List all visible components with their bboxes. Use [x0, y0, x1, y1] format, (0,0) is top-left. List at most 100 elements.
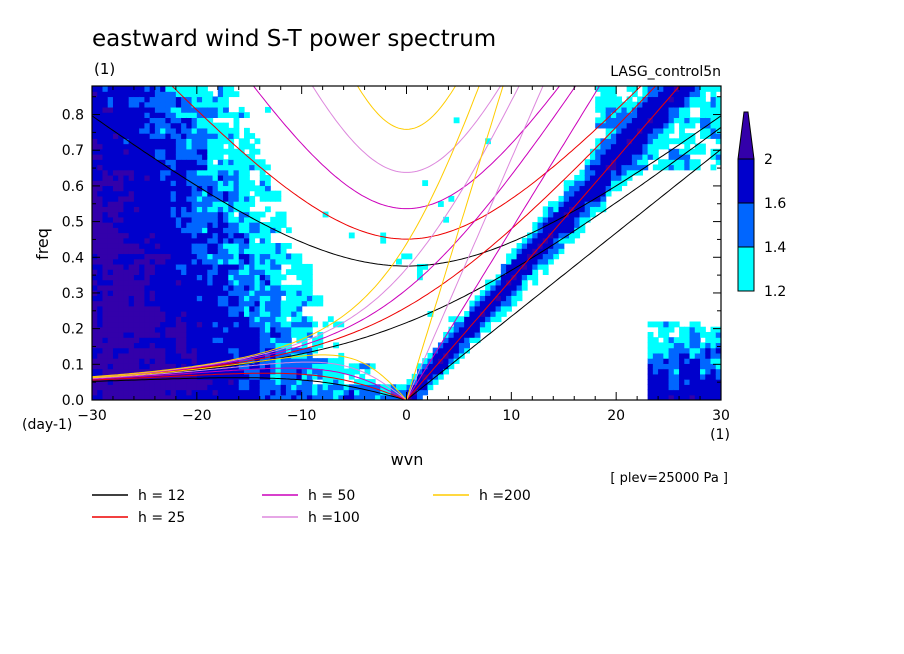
heatmap-cell: [233, 112, 240, 118]
heatmap-cell: [558, 211, 565, 218]
heatmap-cell: [217, 227, 224, 234]
heatmap-cell: [102, 237, 109, 244]
heatmap-cell: [175, 106, 182, 113]
heatmap-cell: [285, 331, 292, 338]
heatmap-cell: [202, 190, 208, 197]
heatmap-cell: [123, 274, 130, 281]
heatmap-cell: [264, 232, 271, 239]
heatmap-cell: [102, 248, 109, 255]
heatmap-cell: [427, 368, 434, 375]
heatmap-cell: [694, 379, 701, 385]
heatmap-cell: [175, 185, 182, 192]
heatmap-cell: [149, 258, 156, 265]
heatmap-cell: [186, 326, 193, 333]
heatmap-cell: [196, 243, 203, 249]
heatmap-cell: [154, 253, 161, 260]
heatmap-cell: [149, 91, 156, 98]
heatmap-cell: [306, 384, 313, 391]
heatmap-cell: [186, 269, 193, 275]
heatmap-cell: [118, 379, 125, 385]
heatmap-cell: [301, 290, 308, 296]
heatmap-cell: [128, 258, 135, 265]
heatmap-cell: [149, 180, 156, 187]
heatmap-cell: [637, 138, 643, 145]
heatmap-cell: [427, 379, 434, 385]
heatmap-cell: [663, 389, 670, 396]
heatmap-cell: [689, 363, 696, 370]
heatmap-cell: [668, 342, 675, 349]
heatmap-cell: [191, 106, 198, 113]
heatmap-cell: [123, 279, 130, 286]
heatmap-cell: [233, 253, 240, 260]
heatmap-cell: [679, 363, 685, 370]
heatmap-cell: [579, 185, 586, 192]
heatmap-cell: [149, 284, 156, 291]
heatmap-cell: [118, 96, 125, 103]
heatmap-cell: [259, 190, 266, 197]
heatmap-cell: [207, 154, 214, 160]
heatmap-cell: [118, 342, 125, 349]
heatmap-cell: [191, 284, 198, 291]
heatmap-cell: [97, 133, 104, 139]
heatmap-cell: [254, 384, 261, 391]
heatmap-cell: [102, 148, 109, 155]
heatmap-cell: [485, 295, 491, 302]
heatmap-cell: [684, 143, 691, 150]
heatmap-cell: [217, 112, 224, 118]
heatmap-cell: [296, 295, 303, 302]
heatmap-cell: [238, 237, 245, 244]
heatmap-cell: [700, 368, 706, 375]
heatmap-cell: [128, 127, 135, 134]
heatmap-cell: [553, 227, 560, 234]
heatmap-cell: [689, 337, 696, 344]
heatmap-cell: [432, 358, 439, 364]
heatmap-cell: [191, 195, 198, 202]
heatmap-cell: [170, 305, 177, 312]
heatmap-cell: [270, 326, 277, 333]
heatmap-cell: [217, 300, 224, 307]
heatmap-cell: [160, 96, 166, 103]
heatmap-cell: [92, 96, 98, 103]
heatmap-cell: [112, 352, 119, 359]
heatmap-cell: [637, 117, 643, 124]
heatmap-cell: [285, 290, 292, 296]
heatmap-cell: [516, 269, 523, 275]
heatmap-cell: [616, 159, 623, 166]
heatmap-cell: [154, 232, 161, 239]
heatmap-cell: [170, 227, 177, 234]
heatmap-cell: [264, 253, 271, 260]
heatmap-cell: [537, 216, 544, 223]
heatmap-cell: [123, 373, 130, 380]
heatmap-cell: [202, 279, 208, 286]
heatmap-cell: [212, 169, 219, 176]
heatmap-cell: [275, 342, 282, 349]
heatmap-cell: [595, 101, 602, 108]
heatmap-cell: [280, 284, 287, 291]
heatmap-cell: [207, 91, 214, 98]
heatmap-cell: [97, 201, 104, 207]
heatmap-cell: [264, 358, 271, 364]
heatmap-cell: [705, 106, 712, 113]
heatmap-cell: [427, 373, 434, 380]
heatmap-cell: [186, 305, 193, 312]
heatmap-cell: [327, 358, 334, 364]
heatmap-cell: [212, 101, 219, 108]
heatmap-cell: [500, 263, 507, 270]
heatmap-cell: [233, 201, 240, 207]
heatmap-cell: [191, 154, 198, 160]
heatmap-cell: [123, 86, 130, 92]
heatmap-cell: [291, 347, 298, 354]
heatmap-cell: [181, 305, 187, 312]
heatmap-cell: [112, 143, 119, 150]
heatmap-cell: [301, 342, 308, 349]
heatmap-cell: [464, 347, 470, 354]
heatmap-cell: [139, 96, 146, 103]
heatmap-cell: [416, 263, 423, 270]
heatmap-cell: [233, 326, 240, 333]
heatmap-cell: [443, 368, 450, 375]
heatmap-cell: [275, 368, 282, 375]
heatmap-cell: [217, 185, 224, 192]
heatmap-cell: [223, 295, 229, 302]
heatmap-cell: [217, 148, 224, 155]
dispersion-curve-h100: [311, 86, 502, 173]
